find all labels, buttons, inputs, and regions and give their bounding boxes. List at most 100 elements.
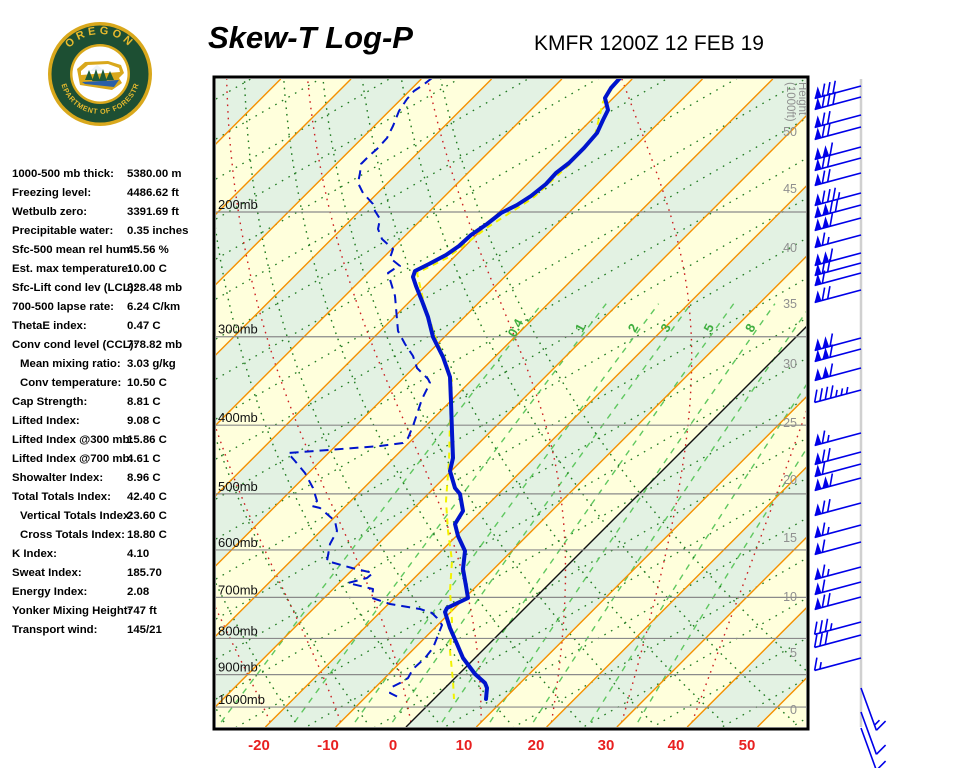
mixing-ratio-line	[637, 448, 806, 723]
barb-staff	[814, 172, 862, 187]
dry-adiabat	[322, 79, 653, 723]
barb-full	[826, 285, 831, 300]
barb-full	[832, 187, 837, 201]
barb-pennant	[814, 452, 822, 465]
height-axis-title: Height	[796, 82, 808, 116]
wind-barb	[814, 498, 862, 517]
wind-barb	[814, 232, 862, 249]
stat-value: 145/21	[127, 624, 162, 636]
barb-pennant	[814, 368, 822, 381]
wind-barb	[814, 363, 862, 382]
barb-full	[826, 81, 831, 96]
moist-adiabat	[0, 76, 59, 722]
barb-half	[819, 661, 822, 670]
barb-staff	[814, 367, 862, 382]
barb-full	[819, 388, 823, 402]
isotherm	[0, 79, 210, 727]
wind-barb	[814, 579, 862, 596]
pressure-label: 400mb	[218, 410, 258, 425]
temp-axis-label: -10	[317, 737, 339, 754]
barb-full	[821, 564, 826, 578]
wind-barb	[814, 187, 862, 207]
barb-half	[837, 192, 841, 200]
barb-staff	[814, 432, 862, 447]
stat-label: K Index:	[12, 548, 57, 560]
barb-half	[826, 568, 830, 577]
moist-adiabat	[306, 79, 482, 723]
stat-value: 5380.00 m	[127, 168, 182, 180]
temp-axis-label: 20	[528, 737, 545, 754]
wind-barb	[814, 110, 862, 129]
height-label: 5	[790, 646, 797, 660]
isotherm	[0, 79, 70, 727]
pressure-label: 1000mb	[218, 692, 265, 707]
barb-full	[826, 592, 831, 607]
mixing-ratio-line	[294, 303, 607, 723]
barb-pennant	[822, 336, 830, 349]
dry-adiabat	[216, 707, 225, 723]
wind-barb	[860, 687, 887, 731]
temp-axis-label: 0	[389, 737, 397, 754]
barb-full	[821, 94, 826, 108]
stat-value: 10.00 C	[127, 263, 167, 275]
stat-label: Precipitable water:	[12, 225, 114, 237]
barb-full	[829, 473, 834, 487]
stat-label: Yonker Mixing Height:	[12, 605, 132, 617]
barb-full	[821, 430, 826, 444]
wind-barb	[813, 657, 862, 672]
barb-staff	[814, 634, 862, 649]
barb-staff	[814, 289, 862, 304]
chart-border	[212, 75, 810, 731]
barb-full	[826, 153, 831, 168]
barb-staff	[860, 687, 878, 731]
wind-barb	[860, 711, 887, 755]
barb-pennant	[814, 86, 822, 99]
barb-pennant	[814, 582, 822, 595]
barb-staff	[814, 85, 862, 100]
barb-full	[875, 744, 887, 755]
band-yellow	[216, 116, 806, 727]
barb-full	[824, 618, 829, 632]
barb-pennant	[814, 503, 822, 516]
wind-barb	[814, 168, 862, 187]
barb-staff	[814, 114, 862, 129]
wind-barb	[814, 447, 862, 466]
barb-pennant	[814, 263, 822, 276]
barb-staff	[814, 337, 862, 352]
barb-staff	[814, 217, 862, 232]
barb-full	[829, 333, 834, 347]
isotherm	[216, 115, 806, 708]
stat-value: 23.60 C	[127, 510, 167, 522]
stat-value: 185.70	[127, 567, 162, 579]
stat-value: 6.24 C/km	[127, 301, 181, 313]
barb-full	[826, 92, 831, 107]
barb-staff	[814, 463, 862, 478]
barb-full	[834, 198, 839, 213]
isotherm	[216, 79, 493, 356]
dry-adiabat	[0, 76, 81, 722]
barb-full	[821, 579, 826, 593]
stat-label: Freezing level:	[12, 187, 92, 199]
barb-full	[826, 122, 831, 137]
height-label: 45	[783, 182, 797, 196]
stat-label: Transport wind:	[12, 624, 98, 636]
barb-pennant	[814, 464, 822, 477]
height-label: 15	[783, 531, 797, 545]
temp-axis-label: 30	[598, 737, 615, 754]
temp-axis-label: 10	[456, 737, 473, 754]
height-label: 20	[783, 473, 797, 487]
barb-full	[832, 80, 837, 94]
stat-label: Lifted Index @700 mb:	[12, 453, 134, 465]
barb-staff	[814, 621, 862, 636]
mixing-ratio-line	[354, 303, 660, 723]
stat-value: 4.61 C	[127, 453, 161, 465]
barb-full	[826, 168, 831, 183]
barb-pennant	[822, 347, 830, 360]
station-datetime: KMFR 1200Z 12 FEB 19	[534, 32, 764, 55]
stat-label: 1000-500 mb thick:	[12, 168, 114, 180]
stat-value: 778.82 mb	[127, 339, 183, 351]
isotherm	[216, 79, 703, 567]
band-yellow	[0, 79, 210, 727]
barb-pennant	[822, 203, 830, 216]
